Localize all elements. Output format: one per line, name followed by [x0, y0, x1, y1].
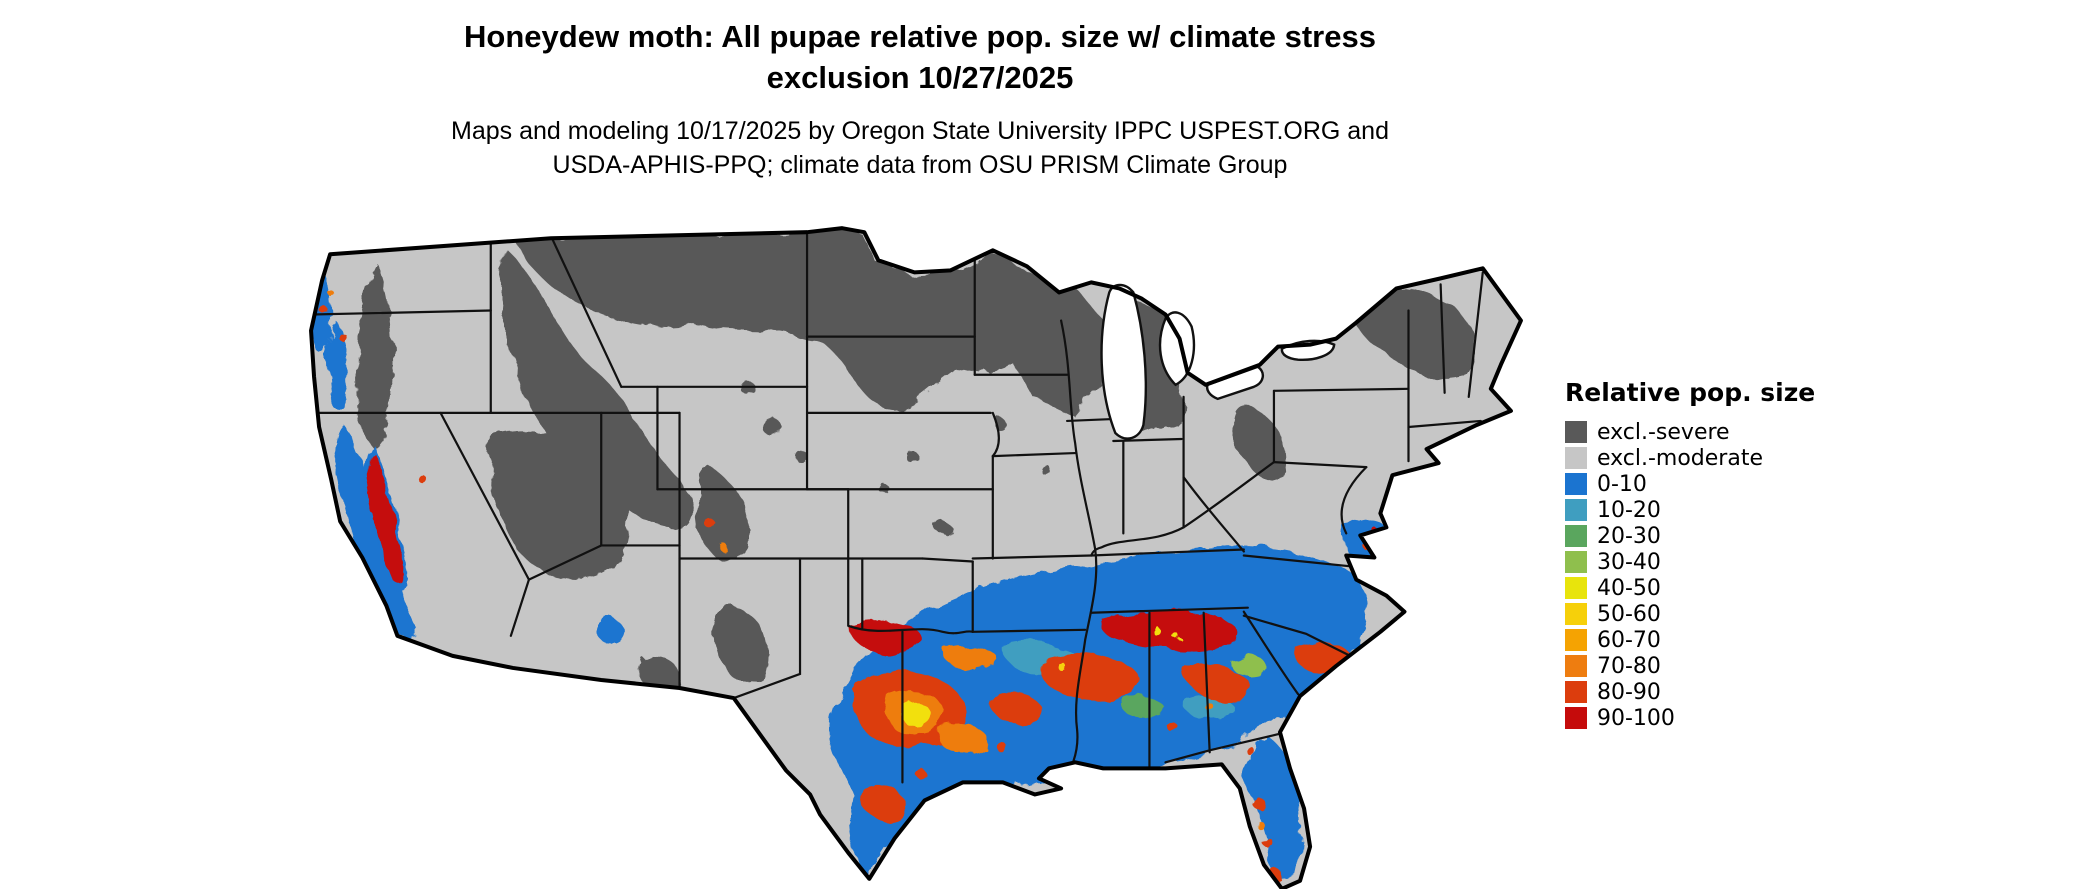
legend-swatch: [1565, 447, 1587, 469]
legend-item: excl.-moderate: [1565, 445, 1815, 471]
legend: Relative pop. size excl.-severe excl.-mod…: [1565, 378, 1815, 731]
legend-swatch: [1565, 655, 1587, 677]
legend-item: 40-50: [1565, 575, 1815, 601]
legend-swatch: [1565, 707, 1587, 729]
legend-item: 70-80: [1565, 653, 1815, 679]
legend-item: 10-20: [1565, 497, 1815, 523]
legend-swatch: [1565, 629, 1587, 651]
legend-item: 50-60: [1565, 601, 1815, 627]
legend-item-label: 30-40: [1597, 549, 1661, 575]
legend-swatch: [1565, 577, 1587, 599]
legend-item-label: excl.-moderate: [1597, 445, 1763, 471]
us-map-svg: [309, 226, 1523, 891]
legend-item: 0-10: [1565, 471, 1815, 497]
legend-items: excl.-severe excl.-moderate 0-10 10-20 20-30…: [1565, 419, 1815, 731]
legend-item-label: 10-20: [1597, 497, 1661, 523]
legend-swatch: [1565, 525, 1587, 547]
lake-erie: [1205, 365, 1264, 401]
figure-header: Honeydew moth: All pupae relative pop. s…: [0, 16, 1840, 182]
lake-michigan: [1100, 283, 1148, 440]
legend-item: 90-100: [1565, 705, 1815, 731]
legend-title: Relative pop. size: [1565, 378, 1816, 407]
legend-swatch: [1565, 551, 1587, 573]
legend-item-label: 60-70: [1597, 627, 1661, 653]
legend-swatch: [1565, 603, 1587, 625]
state-borders: [311, 228, 1484, 788]
legend-item-label: 80-90: [1597, 679, 1661, 705]
figure-subtitle: Maps and modeling 10/17/2025 by Oregon S…: [0, 114, 1840, 182]
legend-swatch: [1565, 681, 1587, 703]
legend-item-label: 20-30: [1597, 523, 1661, 549]
legend-item-label: 0-10: [1597, 471, 1647, 497]
figure-subtitle-line1: Maps and modeling 10/17/2025 by Oregon S…: [451, 117, 1389, 145]
legend-item: 20-30: [1565, 523, 1815, 549]
legend-item: 30-40: [1565, 549, 1815, 575]
great-lakes: [1100, 283, 1336, 440]
legend-swatch: [1565, 473, 1587, 495]
us-outline: [309, 226, 1523, 891]
figure-title-line1: Honeydew moth: All pupae relative pop. s…: [464, 19, 1376, 54]
us-map: [300, 226, 1535, 891]
legend-item: 80-90: [1565, 679, 1815, 705]
legend-item-label: 40-50: [1597, 575, 1661, 601]
figure-subtitle-line2: USDA-APHIS-PPQ; climate data from OSU PR…: [552, 151, 1288, 179]
legend-item: 60-70: [1565, 627, 1815, 653]
figure-title-line2: exclusion 10/27/2025: [766, 60, 1074, 95]
legend-item-label: 90-100: [1597, 705, 1675, 731]
legend-item: excl.-severe: [1565, 419, 1815, 445]
legend-swatch: [1565, 421, 1587, 443]
legend-item-label: 50-60: [1597, 601, 1661, 627]
legend-item-label: 70-80: [1597, 653, 1661, 679]
legend-swatch: [1565, 499, 1587, 521]
legend-item-label: excl.-severe: [1597, 419, 1730, 445]
